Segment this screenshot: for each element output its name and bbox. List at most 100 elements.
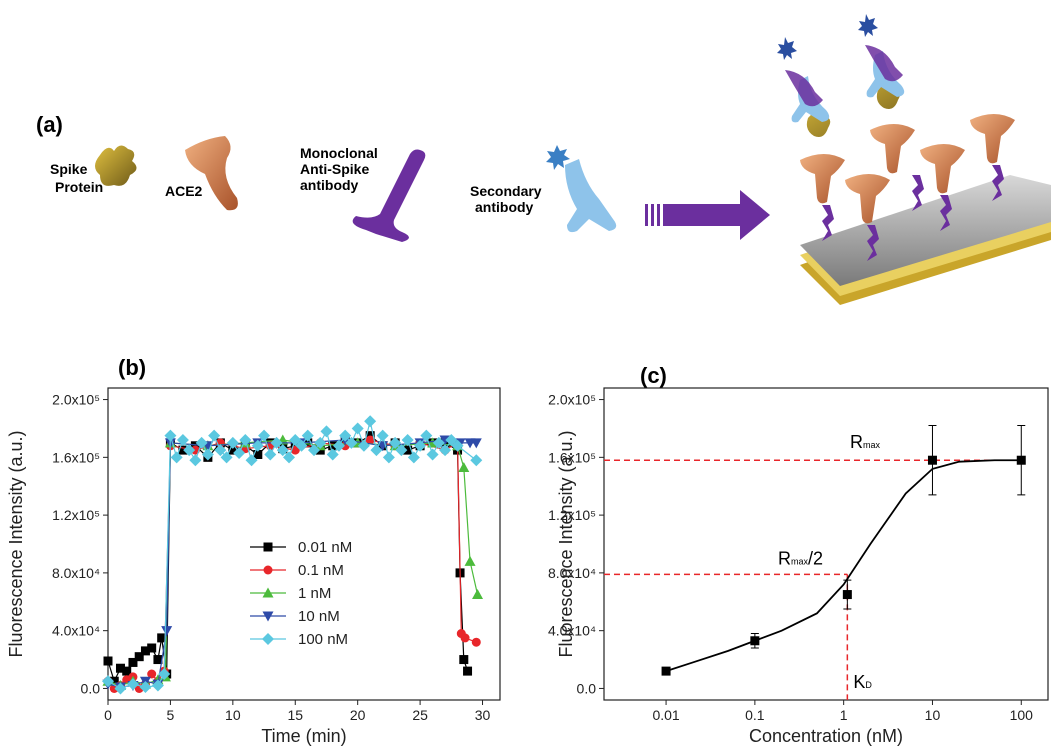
- marker: [195, 436, 208, 449]
- marker: [183, 444, 196, 457]
- marker: [426, 448, 439, 461]
- x-tick-label: 0.1: [745, 707, 765, 723]
- x-tick-label: 25: [412, 707, 428, 723]
- annotation-part: R: [850, 432, 863, 452]
- marker: [464, 555, 476, 566]
- marker: [470, 438, 482, 449]
- marker: [339, 429, 352, 442]
- y-tick-label: 1.2x10⁵: [52, 507, 100, 523]
- marker: [320, 425, 333, 438]
- y-tick-label: 8.0x10⁴: [548, 565, 596, 581]
- marker: [661, 666, 671, 676]
- panel-label: (c): [640, 363, 667, 388]
- marker: [395, 444, 408, 457]
- annotation-part: R: [778, 548, 791, 568]
- panel-label: (b): [118, 355, 146, 380]
- marker: [264, 448, 277, 461]
- marker: [189, 454, 202, 467]
- annotation-part: /2: [808, 548, 823, 568]
- x-axis-title: Concentration (nM): [749, 726, 903, 746]
- marker: [220, 451, 233, 464]
- label-line: Monoclonal: [300, 145, 378, 161]
- marker: [122, 666, 132, 676]
- marker: [147, 669, 157, 679]
- marker: [927, 455, 937, 465]
- diagram-label: Spike Protein: [50, 161, 103, 195]
- marker: [370, 444, 383, 457]
- marker: [151, 679, 164, 692]
- marker: [307, 444, 320, 457]
- fit-curve: [665, 459, 1022, 672]
- y-tick-label: 4.0x10⁴: [52, 623, 100, 639]
- y-tick-label: 4.0x10⁴: [548, 623, 596, 639]
- legend-label: 100 nM: [298, 631, 348, 648]
- marker: [332, 439, 345, 452]
- marker: [389, 436, 402, 449]
- y-axis-title: Fluorescence Intensity (a.u.): [6, 430, 26, 657]
- marker: [102, 675, 114, 688]
- star-icon: [546, 145, 570, 170]
- x-tick-label: 10: [925, 707, 941, 723]
- annotation: KD: [853, 672, 872, 692]
- secondary-antibody-icon: [565, 159, 617, 233]
- marker: [451, 439, 464, 452]
- marker: [365, 435, 375, 445]
- y-tick-label: 1.2x10⁵: [548, 507, 596, 523]
- plot-frame: [603, 387, 1049, 701]
- series-line: [107, 434, 469, 683]
- marker: [270, 436, 283, 449]
- marker: [439, 444, 452, 457]
- y-tick-label: 0.0: [81, 680, 101, 696]
- marker: [289, 434, 302, 446]
- marker: [314, 436, 327, 449]
- legend-label: 10 nM: [298, 608, 340, 625]
- marker: [170, 451, 183, 464]
- x-tick-label: 1: [840, 707, 848, 723]
- marker: [214, 444, 227, 457]
- diagram-label: Secondary antibody: [470, 183, 542, 215]
- annotation-part: max: [791, 556, 809, 566]
- annotation-part: D: [865, 680, 872, 690]
- plot-frame: [107, 387, 501, 701]
- y-tick-label: 0.0: [577, 680, 597, 696]
- x-tick-label: 15: [287, 707, 303, 723]
- series-line: [107, 439, 477, 688]
- marker: [239, 434, 252, 446]
- y-tick-label: 2.0x10⁵: [52, 392, 100, 408]
- annotation: Rmax/2: [778, 548, 823, 568]
- x-tick-label: 0: [104, 707, 112, 723]
- marker: [114, 682, 127, 695]
- label-line: antibody: [475, 199, 534, 215]
- y-tick-label: 1.6x10⁵: [52, 449, 100, 465]
- panel-label: (a): [36, 112, 63, 137]
- marker: [345, 436, 358, 449]
- marker: [201, 448, 214, 461]
- legend-label: 0.01 nM: [298, 539, 352, 556]
- marker: [364, 415, 377, 428]
- x-tick-label: 5: [167, 707, 175, 723]
- label-line: antibody: [300, 177, 359, 193]
- legend-marker: [263, 565, 273, 575]
- legend-marker: [262, 633, 274, 645]
- legend-label: 0.1 nM: [298, 562, 344, 579]
- marker: [472, 589, 484, 600]
- antibody-icon: [352, 149, 426, 242]
- marker: [357, 439, 370, 452]
- marker: [458, 461, 470, 472]
- legend-label: 1 nM: [298, 585, 331, 602]
- marker: [750, 636, 760, 646]
- marker: [401, 434, 414, 446]
- label-line: Anti-Spike: [300, 161, 369, 177]
- marker: [233, 447, 246, 459]
- marker: [382, 451, 395, 464]
- marker: [276, 444, 289, 457]
- marker: [157, 633, 167, 643]
- marker: [301, 429, 314, 442]
- marker: [258, 429, 271, 442]
- marker: [103, 656, 113, 666]
- annotation-part: max: [863, 440, 881, 450]
- arrow: [645, 190, 770, 240]
- marker: [226, 436, 239, 449]
- marker: [251, 439, 264, 452]
